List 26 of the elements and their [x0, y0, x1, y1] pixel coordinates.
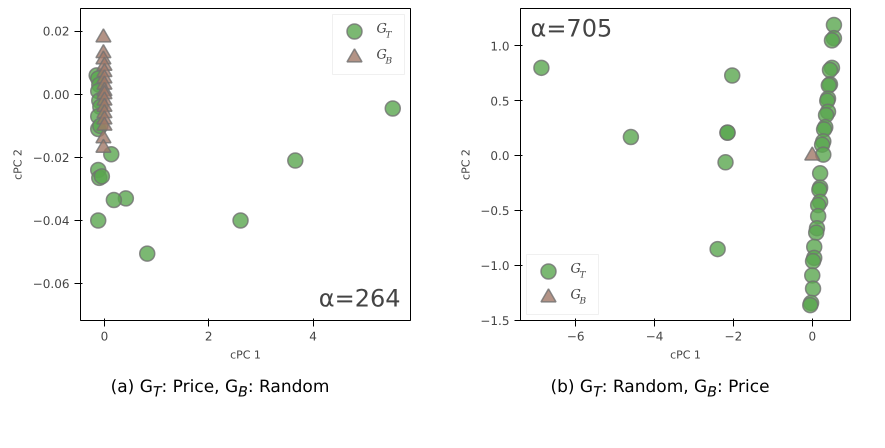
y-tick-label: −0.04 [32, 214, 70, 228]
x-tick-label: 2 [204, 330, 213, 344]
text: (a) G$_{T}$: Price, G$_{B}$: Random [110, 376, 330, 402]
x-axis-title: cPC 1 [230, 348, 261, 362]
x-axis-title: cPC 1 [670, 348, 701, 362]
text: (b) G$_{T}$: Random, G$_{B}$: Price [549, 376, 771, 402]
y-axis-title: cPC 2 [459, 149, 472, 180]
y-tick-label: 0.02 [42, 24, 70, 39]
x-tick-label: 0 [808, 330, 816, 344]
annotation: α=705 [530, 14, 612, 42]
x-tick-label: 4 [309, 330, 317, 344]
y-tick-label: −1.0 [480, 259, 510, 274]
y-tick-label: −0.06 [32, 277, 70, 292]
y-tick-label: −1.5 [480, 314, 510, 328]
y-tick-label: 1.0 [490, 39, 510, 54]
x-tick-label: −2 [724, 330, 742, 344]
y-tick-label: 0.5 [490, 94, 510, 108]
annotation: α=264 [318, 284, 401, 312]
y-tick-label: 0.0 [490, 149, 510, 164]
x-tick-label: −6 [566, 330, 585, 344]
x-tick-label: −4 [646, 330, 664, 344]
x-tick-label: 0 [100, 330, 108, 344]
y-axis-title: cPC 2 [12, 149, 25, 180]
y-tick-label: −0.02 [32, 150, 70, 165]
y-tick-label: −0.5 [480, 204, 510, 218]
y-tick-label: 0.00 [42, 88, 70, 102]
